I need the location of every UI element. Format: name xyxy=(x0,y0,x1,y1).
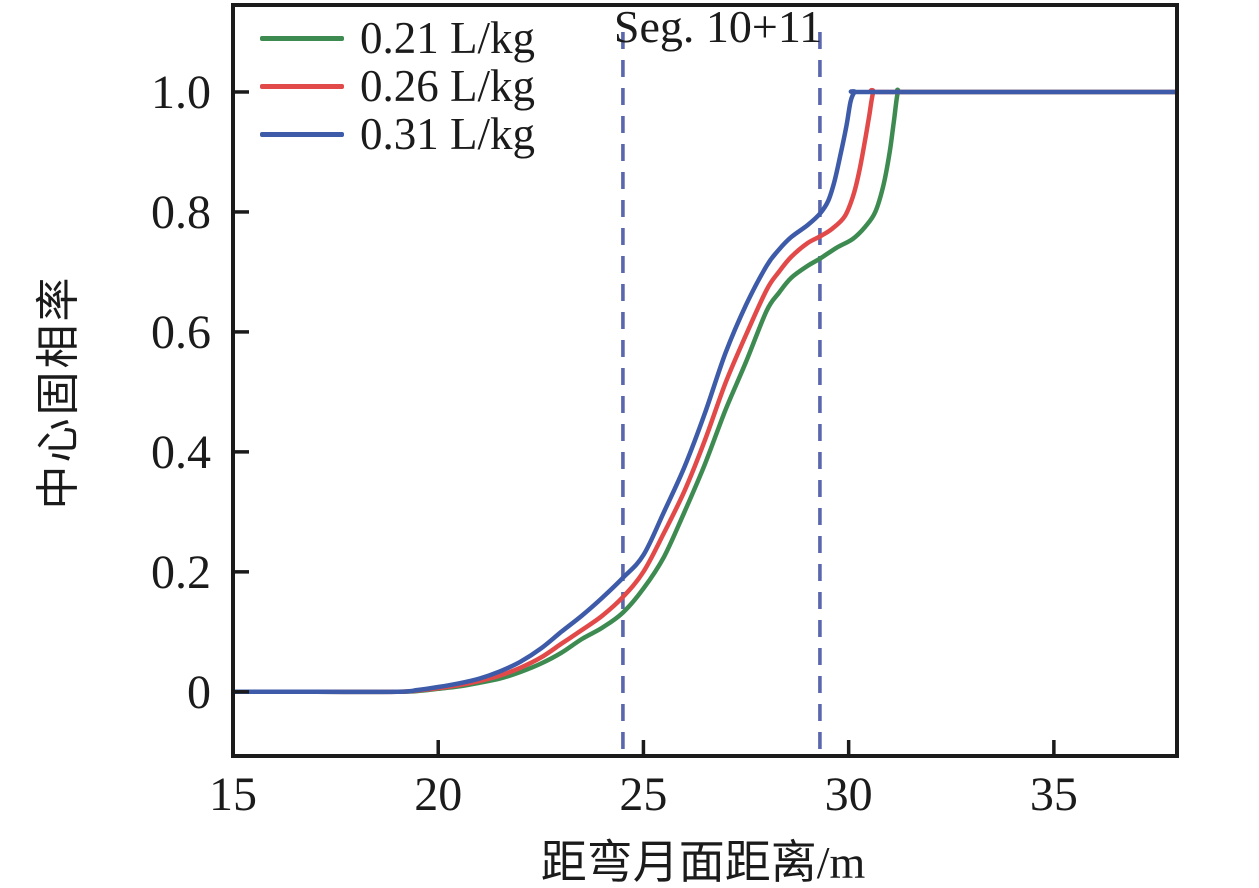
y-tick-label: 0.2 xyxy=(151,546,211,599)
legend-line-swatch xyxy=(260,35,344,41)
x-tick-label: 20 xyxy=(414,768,462,821)
legend-label: 0.26 L/kg xyxy=(360,60,535,111)
legend: 0.21 L/kg 0.26 L/kg 0.31 L/kg xyxy=(260,14,535,158)
y-tick-label: 0.8 xyxy=(151,186,211,239)
x-tick-label: 25 xyxy=(619,768,667,821)
y-tick-label: 0.4 xyxy=(151,426,211,479)
y-tick-label: 0 xyxy=(187,666,211,719)
y-axis-label: 中心固相率 xyxy=(34,274,83,510)
plot-frame xyxy=(231,3,1179,758)
x-axis-label: 距弯月面距离/m xyxy=(540,837,866,888)
y-tick-label: 0.6 xyxy=(151,306,211,359)
legend-item: 0.21 L/kg xyxy=(260,14,535,62)
legend-line-swatch xyxy=(260,83,344,89)
chart-title: Seg. 10+11 xyxy=(613,1,823,52)
x-tick-label: 15 xyxy=(209,768,257,821)
y-tick-label: 1.0 xyxy=(151,66,211,119)
series-line-0 xyxy=(233,87,1177,695)
series-line-1 xyxy=(233,87,1177,695)
legend-item: 0.31 L/kg xyxy=(260,110,535,158)
legend-label: 0.31 L/kg xyxy=(360,108,535,159)
legend-label: 0.21 L/kg xyxy=(360,12,535,63)
x-tick-label: 35 xyxy=(1030,768,1078,821)
legend-line-swatch xyxy=(260,131,344,137)
legend-item: 0.26 L/kg xyxy=(260,62,535,110)
x-tick-label: 30 xyxy=(825,768,873,821)
series-line-2 xyxy=(233,89,1177,695)
